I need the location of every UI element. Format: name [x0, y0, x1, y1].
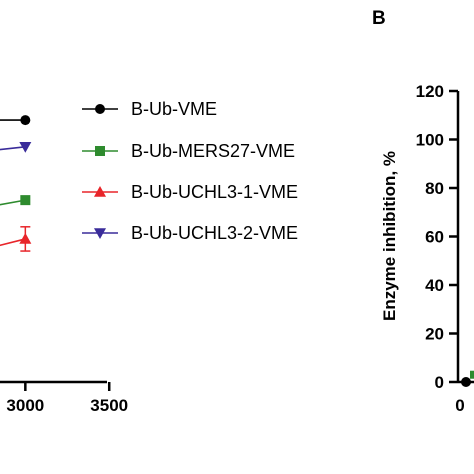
panel-a-series: [0, 115, 32, 252]
legend-label: B-Ub-VME: [131, 99, 217, 119]
panel-b-y-axis-title: Enzyme inhibition, %: [380, 151, 399, 321]
data-point: [19, 141, 32, 153]
panel-b-chart: B 0 20 40 60 80 100 120 Enzyme inhibition, % 0: [372, 8, 474, 415]
legend-marker: [94, 228, 106, 239]
panel-b-x-ticks: 0: [455, 396, 464, 415]
panel-b-x-tick-label: 0: [455, 396, 464, 415]
panel-a-x-ticks: 3000 3500: [6, 382, 128, 415]
panel-b-y-ticks: 0 20 40 60 80 100 120: [416, 82, 458, 392]
legend-label: B-Ub-UCHL3-1-VME: [131, 182, 298, 202]
panel-b-y-tick-label: 120: [416, 82, 444, 101]
panel-b-series: [461, 370, 474, 387]
legend-marker: [95, 146, 105, 156]
legend: B-Ub-VME B-Ub-MERS27-VME B-Ub-UCHL3-1-VME B…: [82, 99, 298, 243]
data-point: [20, 195, 31, 206]
data-point: [19, 232, 32, 244]
panel-a-chart: 3000 3500: [0, 115, 128, 415]
panel-b-y-tick-label: 20: [425, 325, 444, 344]
series-line-3: [0, 238, 26, 247]
data-point: [461, 377, 471, 387]
panel-a-x-tick-label: 3500: [90, 396, 128, 415]
legend-label: B-Ub-UCHL3-2-VME: [131, 223, 298, 243]
data-point: [470, 370, 474, 379]
panel-b-y-tick-label: 60: [425, 228, 444, 247]
panel-b-y-tick-label: 0: [435, 373, 444, 392]
legend-marker: [94, 186, 106, 197]
panel-b-label: B: [372, 8, 386, 29]
panel-b-y-tick-label: 80: [425, 179, 444, 198]
legend-marker: [95, 104, 105, 114]
series-line-4: [0, 145, 26, 151]
panel-b-y-tick-label: 40: [425, 276, 444, 295]
data-point: [20, 115, 31, 126]
legend-label: B-Ub-MERS27-VME: [131, 141, 295, 161]
panel-a-x-tick-label: 3000: [6, 396, 44, 415]
panel-b-y-tick-label: 100: [416, 131, 444, 150]
series-line-2: [0, 199, 26, 206]
